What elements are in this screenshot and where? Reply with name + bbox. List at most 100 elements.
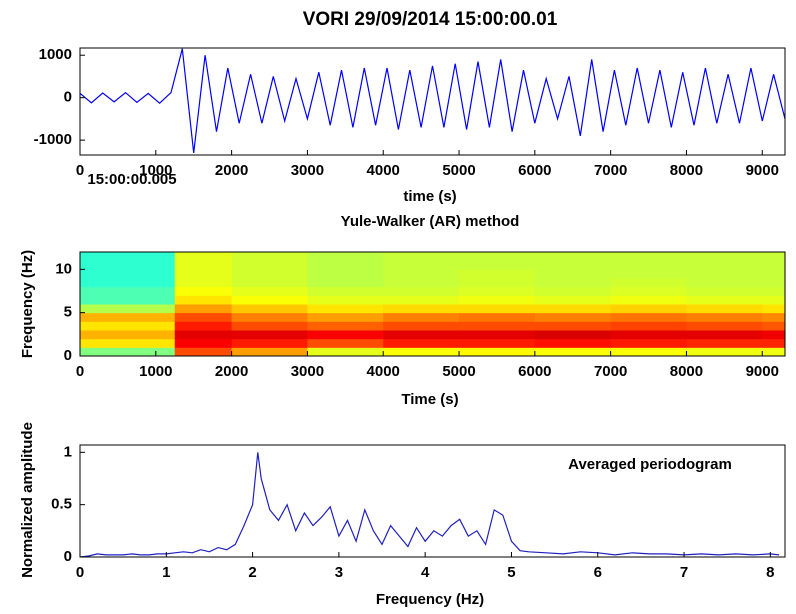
heat-cell <box>307 347 384 356</box>
heat-cell <box>534 338 612 348</box>
heat-cell <box>383 330 460 340</box>
heat-cell <box>80 321 176 331</box>
heat-cell <box>80 338 176 348</box>
axes-box <box>79 47 786 156</box>
heat-cell <box>174 347 233 356</box>
heat-cell <box>383 278 460 288</box>
heat-cell <box>610 347 687 356</box>
heat-cell <box>534 321 612 331</box>
heat-cell <box>174 312 233 322</box>
heat-cell <box>383 338 460 348</box>
heat-cell <box>307 338 384 348</box>
heat-cell <box>686 286 763 296</box>
x-tick-label: 9000 <box>746 162 779 179</box>
heat-cell <box>307 286 384 296</box>
heat-cell <box>231 321 308 331</box>
y-tick-label: 0 <box>64 347 72 364</box>
heat-cell <box>307 304 384 314</box>
heat-cell <box>686 312 763 322</box>
heat-cell <box>307 252 384 262</box>
heat-cell <box>534 252 612 262</box>
chart-title: Yule-Walker (AR) method <box>341 213 520 230</box>
heat-cell <box>231 295 308 305</box>
heat-cell <box>174 260 233 270</box>
x-tick-label: 8000 <box>670 363 703 380</box>
heat-cell <box>231 347 308 356</box>
heat-cell <box>686 278 763 288</box>
heat-cell <box>174 304 233 314</box>
heat-cell <box>174 286 233 296</box>
heat-cell <box>459 347 536 356</box>
x-tick-label: 5 <box>507 564 515 581</box>
heat-cell <box>231 304 308 314</box>
x-tick-label: 9000 <box>746 363 779 380</box>
y-tick-label: 10 <box>55 260 72 277</box>
heat-cell <box>80 252 176 262</box>
heat-cell <box>610 304 687 314</box>
heat-cell <box>686 252 763 262</box>
heat-cell <box>459 260 536 270</box>
heat-cell <box>534 347 612 356</box>
heat-cell <box>459 278 536 288</box>
heat-cell <box>762 330 785 340</box>
heat-cell <box>174 321 233 331</box>
heat-cell <box>383 321 460 331</box>
x-tick-label: 0 <box>76 564 84 581</box>
x-tick-label: 7 <box>680 564 688 581</box>
heat-cell <box>80 260 176 270</box>
heat-cell <box>383 304 460 314</box>
heat-cell <box>174 338 233 348</box>
y-axis-label: Frequency (Hz) <box>19 250 36 358</box>
heat-cell <box>762 278 785 288</box>
heat-cell <box>459 295 536 305</box>
heat-cell <box>383 286 460 296</box>
x-axis-label: Frequency (Hz) <box>376 591 484 608</box>
heat-cell <box>534 278 612 288</box>
heat-cell <box>231 278 308 288</box>
heat-cell <box>459 321 536 331</box>
heat-cell <box>534 304 612 314</box>
x-tick-label: 4000 <box>367 162 400 179</box>
heat-cell <box>459 252 536 262</box>
x-tick-label: 7000 <box>594 162 627 179</box>
heat-cell <box>80 295 176 305</box>
heat-cell <box>231 330 308 340</box>
heat-cell <box>459 330 536 340</box>
heat-cell <box>383 295 460 305</box>
heat-cell <box>686 260 763 270</box>
heat-cell <box>174 330 233 340</box>
heat-cell <box>383 269 460 279</box>
x-tick-label: 3 <box>335 564 343 581</box>
x-tick-label: 8000 <box>670 162 703 179</box>
heat-cell <box>534 330 612 340</box>
heat-cell <box>459 269 536 279</box>
heat-cell <box>686 295 763 305</box>
heat-cell <box>80 269 176 279</box>
heat-cell <box>686 330 763 340</box>
heat-cell <box>307 330 384 340</box>
heat-cell <box>610 252 687 262</box>
heat-cell <box>762 286 785 296</box>
heat-cell <box>174 278 233 288</box>
heat-cell <box>174 252 233 262</box>
heat-cell <box>762 269 785 279</box>
heat-cell <box>534 269 612 279</box>
x-tick-label: 4000 <box>367 363 400 380</box>
heat-cell <box>231 312 308 322</box>
heat-cell <box>307 260 384 270</box>
y-tick-label: 0 <box>64 548 72 565</box>
heat-cell <box>231 260 308 270</box>
y-tick-label: 0 <box>64 89 72 106</box>
line <box>80 452 780 557</box>
heat-cell <box>307 278 384 288</box>
heat-cell <box>80 286 176 296</box>
heat-cell <box>459 304 536 314</box>
heat-cell <box>383 312 460 322</box>
heat-cell <box>174 269 233 279</box>
heat-cell <box>762 312 785 322</box>
x-axis-label: Time (s) <box>401 391 458 408</box>
heat-cell <box>231 286 308 296</box>
heat-cell <box>383 347 460 356</box>
x-tick-label: 5000 <box>442 162 475 179</box>
